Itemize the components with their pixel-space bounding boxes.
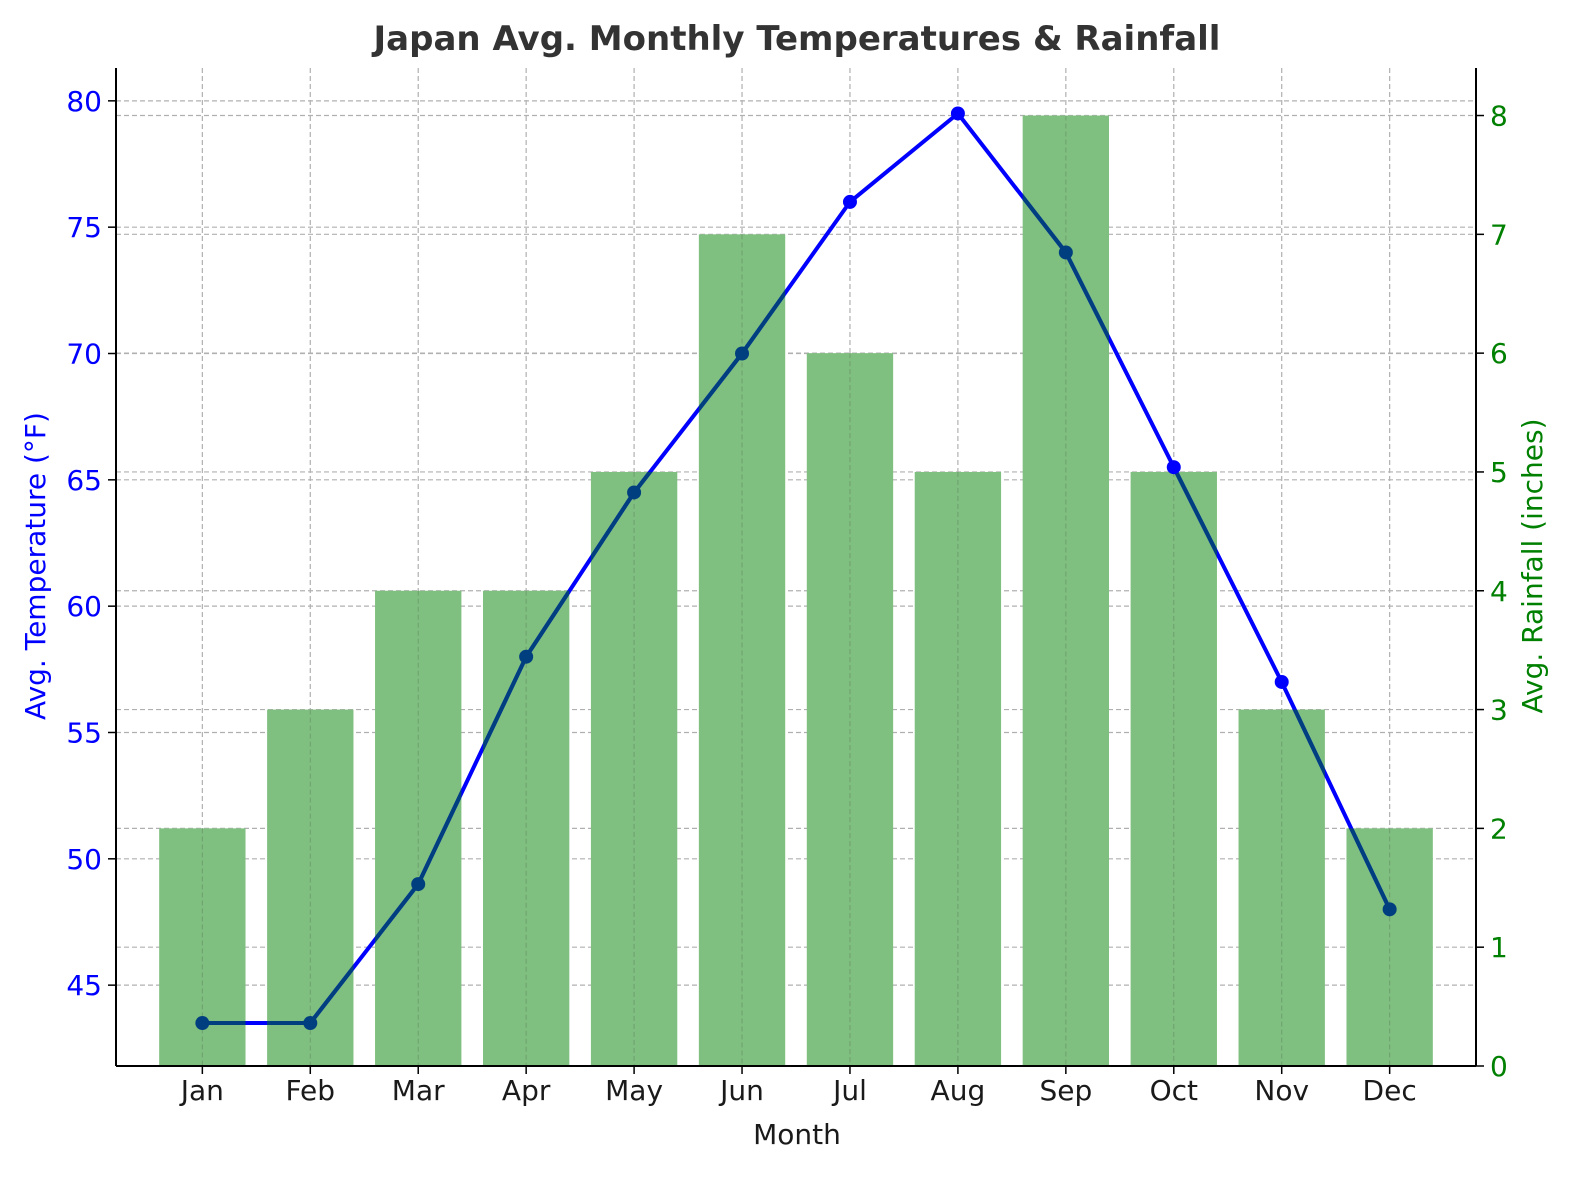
y-left-tick-label-60: 60 xyxy=(66,590,102,623)
temperature-point-jan xyxy=(195,1016,210,1031)
x-tick-label-may: May xyxy=(605,1074,663,1107)
ticks-layer: Jan Feb Mar Apr May Jun Jul Aug Sep Oct Nov Dec4550… xyxy=(66,85,1507,1107)
temperature-point-jun xyxy=(735,346,750,361)
x-tick-label-jul: Jul xyxy=(831,1074,867,1107)
x-tick-label-mar: Mar xyxy=(392,1074,445,1107)
temperature-point-may xyxy=(627,485,642,500)
temperature-point-feb xyxy=(303,1016,318,1031)
y-right-tick-label-4: 4 xyxy=(1490,575,1508,608)
y-right-tick-label-7: 7 xyxy=(1490,218,1508,251)
y-left-tick-label-50: 50 xyxy=(66,843,102,876)
y-left-tick-label-45: 45 xyxy=(66,969,102,1002)
y-right-tick-label-3: 3 xyxy=(1490,694,1508,727)
temperature-point-aug xyxy=(950,106,965,121)
x-tick-label-jun: Jun xyxy=(718,1074,764,1107)
line-layer xyxy=(195,106,1397,1031)
y-axis-right-label: Avg. Rainfall (inches) xyxy=(1516,419,1549,714)
y-right-tick-label-8: 8 xyxy=(1490,100,1508,133)
temperature-point-sep xyxy=(1058,245,1073,260)
y-left-tick-label-80: 80 xyxy=(66,85,102,118)
y-axis-left-label: Avg. Temperature (°F) xyxy=(19,412,52,720)
y-left-tick-label-65: 65 xyxy=(66,464,102,497)
x-tick-label-aug: Aug xyxy=(931,1074,986,1107)
x-tick-label-jan: Jan xyxy=(179,1074,224,1107)
y-right-tick-label-1: 1 xyxy=(1490,931,1508,964)
temperature-point-nov xyxy=(1274,674,1289,689)
x-tick-label-oct: Oct xyxy=(1150,1074,1198,1107)
y-right-tick-label-6: 6 xyxy=(1490,337,1508,370)
x-tick-label-feb: Feb xyxy=(285,1074,335,1107)
x-tick-label-apr: Apr xyxy=(502,1074,551,1107)
temperature-point-mar xyxy=(411,877,426,892)
bars-layer xyxy=(159,115,1433,1067)
rainfall-bar-dec xyxy=(1346,828,1433,1066)
y-right-tick-label-5: 5 xyxy=(1490,456,1508,489)
bar-grid-overlay xyxy=(201,115,1391,1066)
temperature-point-apr xyxy=(519,649,534,664)
chart-title: Japan Avg. Monthly Temperatures & Rainfa… xyxy=(372,19,1221,59)
x-axis-label: Month xyxy=(753,1118,841,1151)
y-right-tick-label-2: 2 xyxy=(1490,812,1508,845)
temperature-point-dec xyxy=(1382,902,1397,917)
x-tick-label-dec: Dec xyxy=(1363,1074,1417,1107)
temperature-point-jul xyxy=(842,194,857,209)
y-left-tick-label-70: 70 xyxy=(66,338,102,371)
y-left-tick-label-75: 75 xyxy=(66,211,102,244)
x-tick-label-sep: Sep xyxy=(1039,1074,1092,1107)
x-tick-label-nov: Nov xyxy=(1254,1074,1309,1107)
temperature-point-oct xyxy=(1166,460,1181,475)
y-right-tick-label-0: 0 xyxy=(1490,1050,1508,1083)
y-left-tick-label-55: 55 xyxy=(66,716,102,749)
